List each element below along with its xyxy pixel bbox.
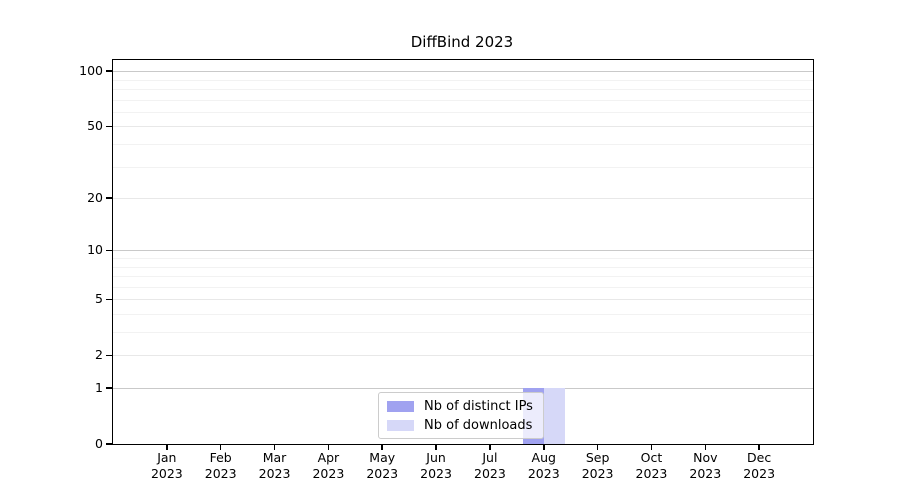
gridline-minor-9 — [113, 257, 813, 259]
gridline-20 — [113, 198, 813, 200]
legend: Nb of distinct IPs Nb of downloads — [378, 392, 544, 439]
x-tick-label-apr-2023: Apr 2023 — [312, 450, 345, 481]
y-tick-label-100: 100 — [79, 63, 103, 79]
legend-swatch-nb-of-distinct-ips — [387, 400, 414, 412]
gridline-minor-60 — [113, 111, 813, 113]
gridline-minor-6 — [113, 286, 813, 288]
x-tick-label-jan-2023: Jan 2023 — [150, 450, 183, 481]
gridline-minor-90 — [113, 79, 813, 81]
gridline-5 — [113, 299, 813, 301]
legend-label-nb-of-distinct-ips: Nb of distinct IPs — [424, 398, 533, 414]
x-tick-label-may-2023: May 2023 — [366, 450, 399, 481]
x-tick-label-jun-2023: Jun 2023 — [420, 450, 452, 481]
y-tick-label-10: 10 — [87, 242, 103, 258]
x-tick-aug-2023 — [543, 444, 545, 450]
y-tick-50 — [106, 125, 112, 128]
gridline-1 — [113, 388, 813, 389]
gridline-minor-30 — [113, 166, 813, 168]
x-tick-label-jul-2023: Jul 2023 — [474, 450, 506, 481]
x-tick-label-dec-2023: Dec 2023 — [743, 450, 776, 481]
gridline-minor-40 — [113, 144, 813, 145]
legend-item-nb-of-distinct-ips: Nb of distinct IPs — [387, 398, 533, 414]
x-tick-mar-2023 — [273, 444, 276, 450]
x-tick-nov-2023 — [704, 444, 707, 450]
gridline-10 — [113, 250, 813, 252]
plot-area: 0 1 2 5 10 20 50 100 Jan 2023 Feb 2023 Mar 2023 Apr… — [79, 59, 814, 481]
y-tick-10 — [106, 249, 112, 252]
y-tick-20 — [106, 197, 112, 199]
legend-swatch-nb-of-downloads — [387, 419, 414, 431]
x-tick-label-sep-2023: Sep 2023 — [581, 450, 614, 481]
gridline-minor-80 — [113, 89, 813, 90]
x-tick-label-oct-2023: Oct 2023 — [635, 450, 668, 481]
x-tick-feb-2023 — [219, 444, 222, 450]
gridline-50 — [113, 126, 813, 128]
y-tick-label-2: 2 — [95, 347, 103, 363]
gridline-minor-7 — [113, 276, 813, 278]
x-tick-jan-2023 — [166, 444, 168, 450]
x-tick-label-feb-2023: Feb 2023 — [204, 450, 237, 481]
y-tick-0 — [106, 443, 112, 445]
x-tick-sep-2023 — [596, 444, 599, 450]
x-tick-label-mar-2023: Mar 2023 — [258, 450, 291, 481]
y-tick-2 — [106, 354, 112, 356]
y-tick-label-0: 0 — [95, 436, 103, 451]
gridline-2 — [113, 355, 813, 357]
x-tick-apr-2023 — [327, 444, 330, 450]
x-tick-jun-2023 — [435, 444, 437, 450]
x-tick-may-2023 — [381, 444, 383, 450]
y-tick-label-20: 20 — [87, 190, 103, 206]
gridline-minor-3 — [113, 332, 813, 333]
legend-label-nb-of-downloads: Nb of downloads — [424, 417, 533, 433]
gridline-minor-4 — [113, 313, 813, 315]
x-tick-label-nov-2023: Nov 2023 — [689, 450, 722, 481]
x-tick-label-aug-2023: Aug 2023 — [527, 450, 560, 481]
chart-title: DiffBind 2023 — [410, 33, 514, 51]
legend-item-nb-of-downloads: Nb of downloads — [387, 417, 533, 433]
y-tick-label-50: 50 — [87, 118, 103, 134]
x-tick-oct-2023 — [650, 444, 653, 450]
x-tick-jul-2023 — [489, 444, 491, 450]
x-tick-dec-2023 — [758, 444, 760, 450]
bar-nb-of-downloads-aug-2023 — [543, 388, 565, 444]
y-tick-100 — [106, 70, 112, 72]
gridline-100 — [113, 71, 813, 73]
gridline-minor-8 — [113, 266, 813, 268]
y-tick-1 — [106, 387, 112, 389]
y-tick-5 — [106, 298, 112, 300]
y-tick-label-5: 5 — [95, 291, 103, 307]
y-tick-label-1: 1 — [95, 380, 103, 395]
gridline-minor-70 — [113, 99, 813, 101]
